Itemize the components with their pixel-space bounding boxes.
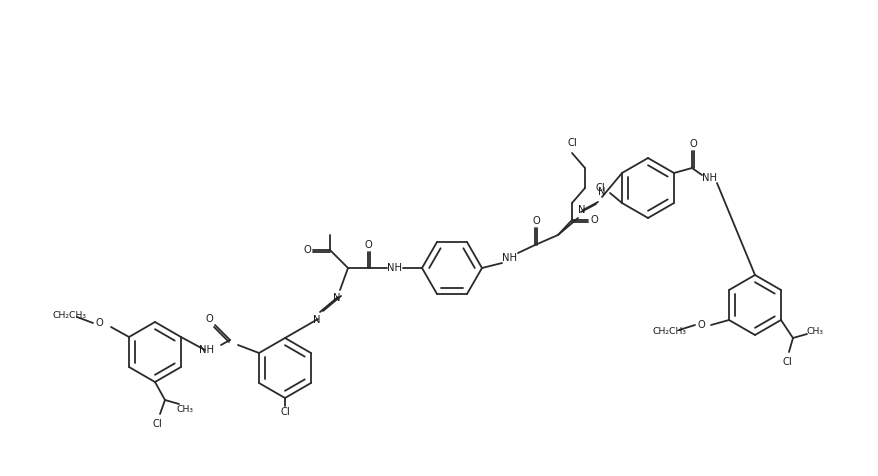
Text: N: N xyxy=(598,187,605,197)
Text: NH: NH xyxy=(387,263,402,273)
Text: O: O xyxy=(688,139,696,149)
Text: N: N xyxy=(333,293,341,303)
Text: Cl: Cl xyxy=(152,419,162,429)
Text: CH₃: CH₃ xyxy=(176,406,193,415)
Text: CH₂CH₃: CH₂CH₃ xyxy=(52,310,86,319)
Text: O: O xyxy=(696,320,704,330)
Text: CH₂CH₃: CH₂CH₃ xyxy=(651,327,685,337)
Text: O: O xyxy=(303,245,311,255)
Text: Cl: Cl xyxy=(594,183,604,193)
Text: O: O xyxy=(531,216,539,226)
Text: CH₃: CH₃ xyxy=(805,327,823,337)
Text: NH: NH xyxy=(502,253,517,263)
Text: O: O xyxy=(589,215,597,225)
Text: NH: NH xyxy=(199,345,214,355)
Text: N: N xyxy=(578,205,585,215)
Text: O: O xyxy=(205,314,212,324)
Text: O: O xyxy=(95,318,103,328)
Text: Cl: Cl xyxy=(781,357,791,367)
Text: Cl: Cl xyxy=(280,407,290,417)
Text: Cl: Cl xyxy=(566,138,576,148)
Text: NH: NH xyxy=(702,173,716,183)
Text: O: O xyxy=(363,240,371,250)
Text: N: N xyxy=(313,315,320,325)
